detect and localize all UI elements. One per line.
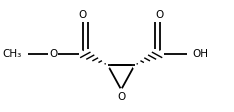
- Text: O: O: [79, 10, 87, 20]
- Text: CH₃: CH₃: [3, 49, 22, 59]
- Text: O: O: [155, 10, 164, 20]
- Text: O: O: [49, 49, 58, 59]
- Text: OH: OH: [192, 49, 208, 59]
- Text: O: O: [117, 92, 125, 102]
